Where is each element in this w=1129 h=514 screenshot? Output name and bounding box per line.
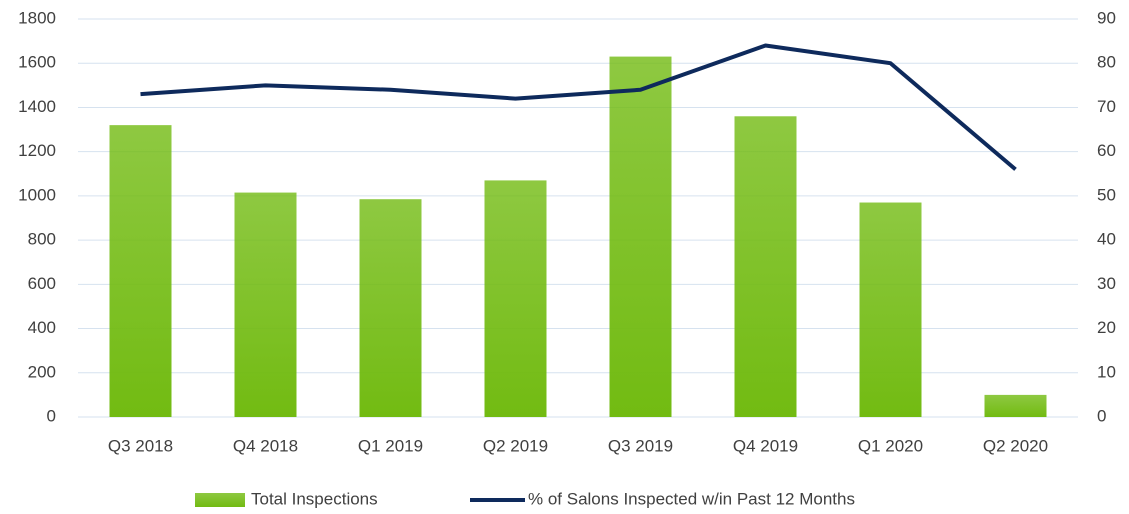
bar [859,202,922,417]
y2-tick-label: 60 [1097,141,1116,160]
legend-swatch [195,493,245,507]
bar [109,125,172,417]
y-tick-label: 0 [47,406,56,425]
y-tick-label: 1400 [18,97,56,116]
y2-tick-label: 20 [1097,318,1116,337]
x-tick-label: Q4 2019 [733,436,798,455]
bar [984,394,1047,417]
y-tick-label: 400 [28,318,56,337]
y-tick-label: 200 [28,362,56,381]
x-tick-label: Q1 2020 [858,436,923,455]
legend-label: Total Inspections [251,489,378,508]
y-tick-label: 1600 [18,53,56,72]
y2-tick-label: 70 [1097,97,1116,116]
y2-tick-label: 0 [1097,406,1106,425]
x-tick-label: Q2 2019 [483,436,548,455]
y-tick-label: 600 [28,274,56,293]
y-tick-label: 1800 [18,8,56,27]
y2-tick-label: 80 [1097,53,1116,72]
y2-tick-label: 90 [1097,8,1116,27]
legend-label: % of Salons Inspected w/in Past 12 Month… [528,489,855,508]
x-tick-label: Q2 2020 [983,436,1048,455]
x-tick-label: Q1 2019 [358,436,423,455]
y2-tick-label: 10 [1097,362,1116,381]
y-tick-label: 1000 [18,185,56,204]
y-tick-label: 1200 [18,141,56,160]
y2-tick-label: 50 [1097,185,1116,204]
bar [234,192,297,417]
bar [484,180,547,417]
y2-tick-label: 40 [1097,230,1116,249]
x-tick-label: Q4 2018 [233,436,298,455]
y2-tick-label: 30 [1097,274,1116,293]
bar [359,199,422,417]
bar [734,116,797,418]
y-tick-label: 800 [28,230,56,249]
line [140,43,1017,171]
x-tick-label: Q3 2018 [108,436,173,455]
bar [609,56,672,417]
x-tick-label: Q3 2019 [608,436,673,455]
